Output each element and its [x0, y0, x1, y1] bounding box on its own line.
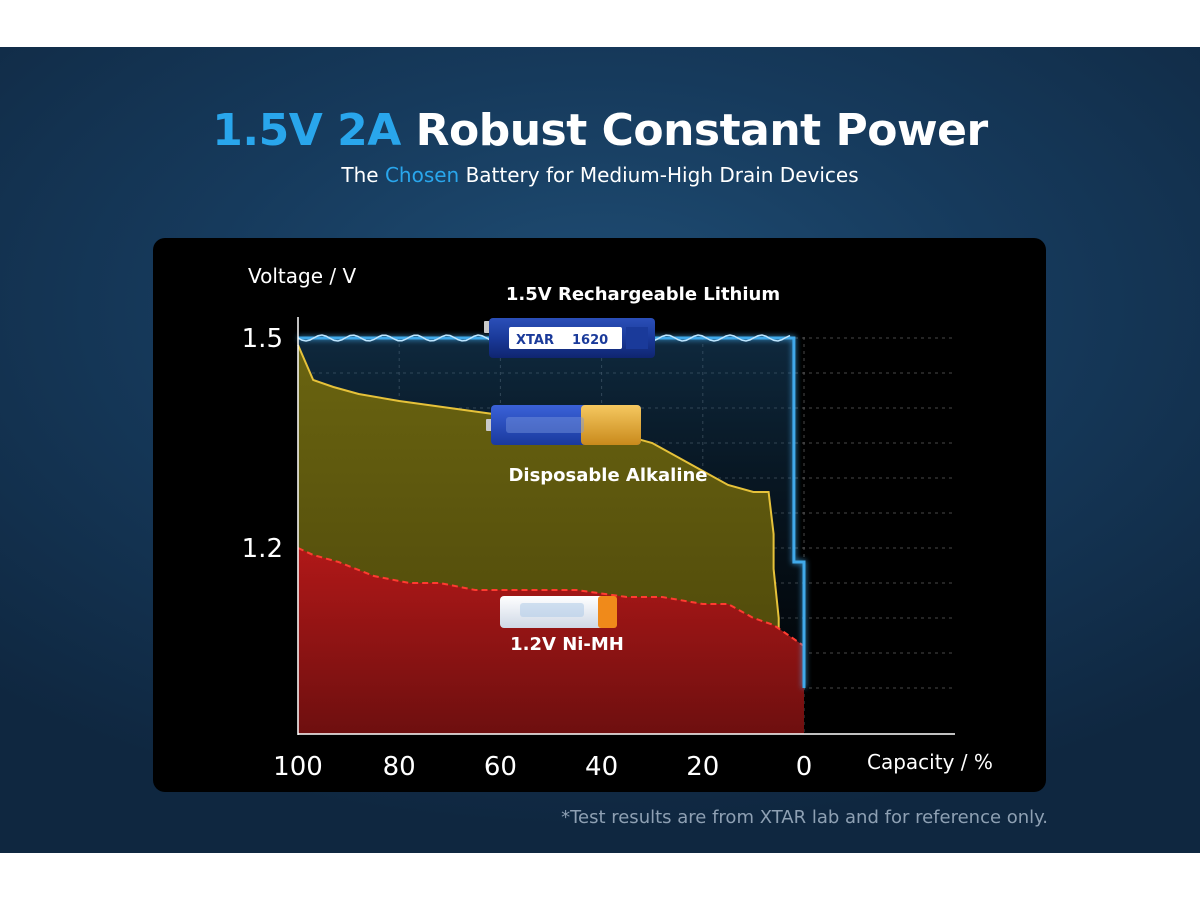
series-label-lithium: 1.5V Rechargeable Lithium [506, 284, 780, 305]
lithium-brand: XTAR [516, 333, 554, 348]
x-tick-label: 20 [686, 752, 719, 782]
y-tick-label: 1.2 [242, 534, 283, 564]
x-tick-label: 60 [484, 752, 517, 782]
page-subtitle: The Chosen Battery for Medium-High Drain… [0, 163, 1200, 187]
subtitle-highlight: Chosen [384, 163, 460, 187]
x-axis-label: Capacity / % [867, 750, 993, 774]
subtitle-before: The [341, 163, 379, 187]
footnote: *Test results are from XTAR lab and for … [561, 807, 1048, 828]
x-tick-label: 100 [273, 752, 323, 782]
nimh-battery-icon [500, 596, 617, 628]
lithium-capacity: 1620 [572, 333, 608, 348]
x-tick-label: 40 [585, 752, 618, 782]
voltage-capacity-chart: 100 80 60 40 20 0 1.5 1.2 Voltage / V Capacity … [153, 238, 1046, 792]
x-tick-label: 80 [383, 752, 416, 782]
series-label-nimh: 1.2V Ni-MH [510, 634, 624, 655]
y-axis-label: Voltage / V [248, 264, 356, 288]
alkaline-battery-icon [486, 405, 641, 445]
subtitle-after: Battery for Medium-High Drain Devices [465, 163, 859, 187]
banner: 1.5V 2A Robust Constant Power The Chosen… [0, 47, 1200, 853]
nimh-line [297, 547, 805, 688]
series-label-alkaline: Disposable Alkaline [508, 465, 707, 486]
title-highlight: 1.5V 2A [212, 105, 401, 156]
nimh-area [298, 548, 804, 734]
title-rest: Robust Constant Power [415, 105, 989, 156]
y-tick-label: 1.5 [242, 324, 283, 354]
page-title: 1.5V 2A Robust Constant Power [0, 105, 1200, 156]
axis-ticks: 100 80 60 40 20 0 1.5 1.2 [242, 324, 813, 782]
x-tick-label: 0 [796, 752, 813, 782]
lithium-battery-icon: XTAR 1620 [484, 318, 655, 358]
lithium-line [298, 336, 806, 688]
